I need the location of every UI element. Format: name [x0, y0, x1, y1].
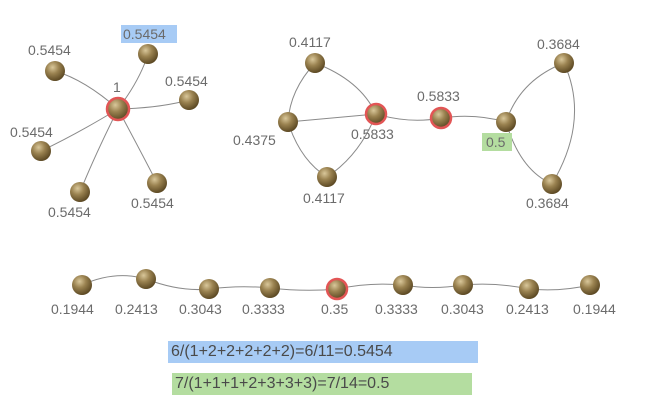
star-center-node	[105, 96, 131, 122]
barbell-node	[554, 53, 574, 73]
barbell-node	[496, 112, 516, 132]
star-graph-labels: 1 0.5454 0.5454 0.5454 0.5454 0.5454 0.5…	[10, 26, 208, 220]
star-leaf-label: 0.5454	[28, 42, 71, 58]
barbell-label-highlight	[482, 133, 512, 151]
star-graph-nodes	[31, 44, 199, 202]
path-label: 0.2413	[506, 301, 549, 317]
barbell-edge	[505, 121, 553, 185]
path-graph-labels: 0.1944 0.2413 0.3043 0.3333 0.35 0.3333 …	[51, 301, 616, 317]
path-graph-nodes	[72, 269, 600, 301]
barbell-label: 0.4117	[303, 190, 345, 206]
star-leaf-node	[45, 61, 65, 81]
path-node	[580, 275, 600, 295]
barbell-label: 0.3684	[537, 36, 580, 52]
path-label: 0.3043	[179, 301, 222, 317]
barbell-label: 0.5833	[351, 126, 394, 142]
barbell-node	[305, 53, 325, 73]
star-leaf-label-highlighted: 0.5454	[123, 26, 166, 42]
barbell-label: 0.3684	[526, 195, 569, 211]
barbell-edge	[314, 62, 377, 115]
star-leaf-node	[70, 182, 90, 202]
star-leaf-node	[179, 90, 199, 110]
barbell-bridge-node	[429, 106, 453, 130]
path-node	[72, 275, 92, 295]
barbell-edge	[287, 121, 328, 178]
path-node-highlighted	[325, 277, 349, 301]
star-leaf-label: 0.5454	[10, 124, 53, 140]
star-leaf-node	[138, 44, 158, 64]
barbell-node	[542, 174, 562, 194]
star-edge	[79, 108, 119, 193]
barbell-edge	[505, 62, 565, 123]
path-label: 0.3333	[375, 301, 418, 317]
barbell-graph-nodes	[278, 53, 574, 194]
path-label: 0.1944	[51, 301, 94, 317]
star-leaf-label: 0.5454	[48, 204, 91, 220]
barbell-node	[278, 112, 298, 132]
barbell-label-highlighted: 0.5	[486, 134, 506, 150]
path-node	[453, 275, 473, 295]
barbell-edge	[326, 113, 377, 178]
barbell-edge	[551, 62, 576, 185]
star-edge	[117, 108, 158, 184]
barbell-node	[317, 167, 337, 187]
barbell-label: 0.5833	[417, 88, 460, 104]
star-leaf-node	[147, 173, 167, 193]
star-center-label: 1	[113, 79, 121, 95]
barbell-edge	[287, 113, 377, 123]
blue-formula: 6/(1+2+2+2+2+2)=6/11=0.5454	[168, 341, 478, 363]
path-label: 0.3043	[441, 301, 484, 317]
barbell-label: 0.4117	[289, 34, 331, 50]
path-label: 0.3333	[242, 301, 285, 317]
star-label-highlight	[121, 25, 177, 43]
barbell-label: 0.4375	[233, 132, 276, 148]
star-leaf-label: 0.5454	[131, 195, 174, 211]
path-node	[199, 279, 219, 299]
barbell-graph-labels: 0.4117 0.4375 0.5833 0.4117 0.5833 0.5 0…	[233, 34, 580, 211]
path-node	[260, 278, 280, 298]
star-leaf-label: 0.5454	[165, 73, 208, 89]
path-label: 0.1944	[573, 301, 616, 317]
barbell-node-highlighted	[364, 102, 388, 126]
path-label: 0.2413	[115, 301, 158, 317]
path-label: 0.35	[321, 301, 348, 317]
path-node	[393, 275, 413, 295]
green-formula: 7/(1+1+1+2+3+3+3)=7/14=0.5	[172, 373, 472, 395]
path-node	[519, 279, 539, 299]
star-leaf-node	[31, 141, 51, 161]
path-node	[136, 269, 156, 289]
